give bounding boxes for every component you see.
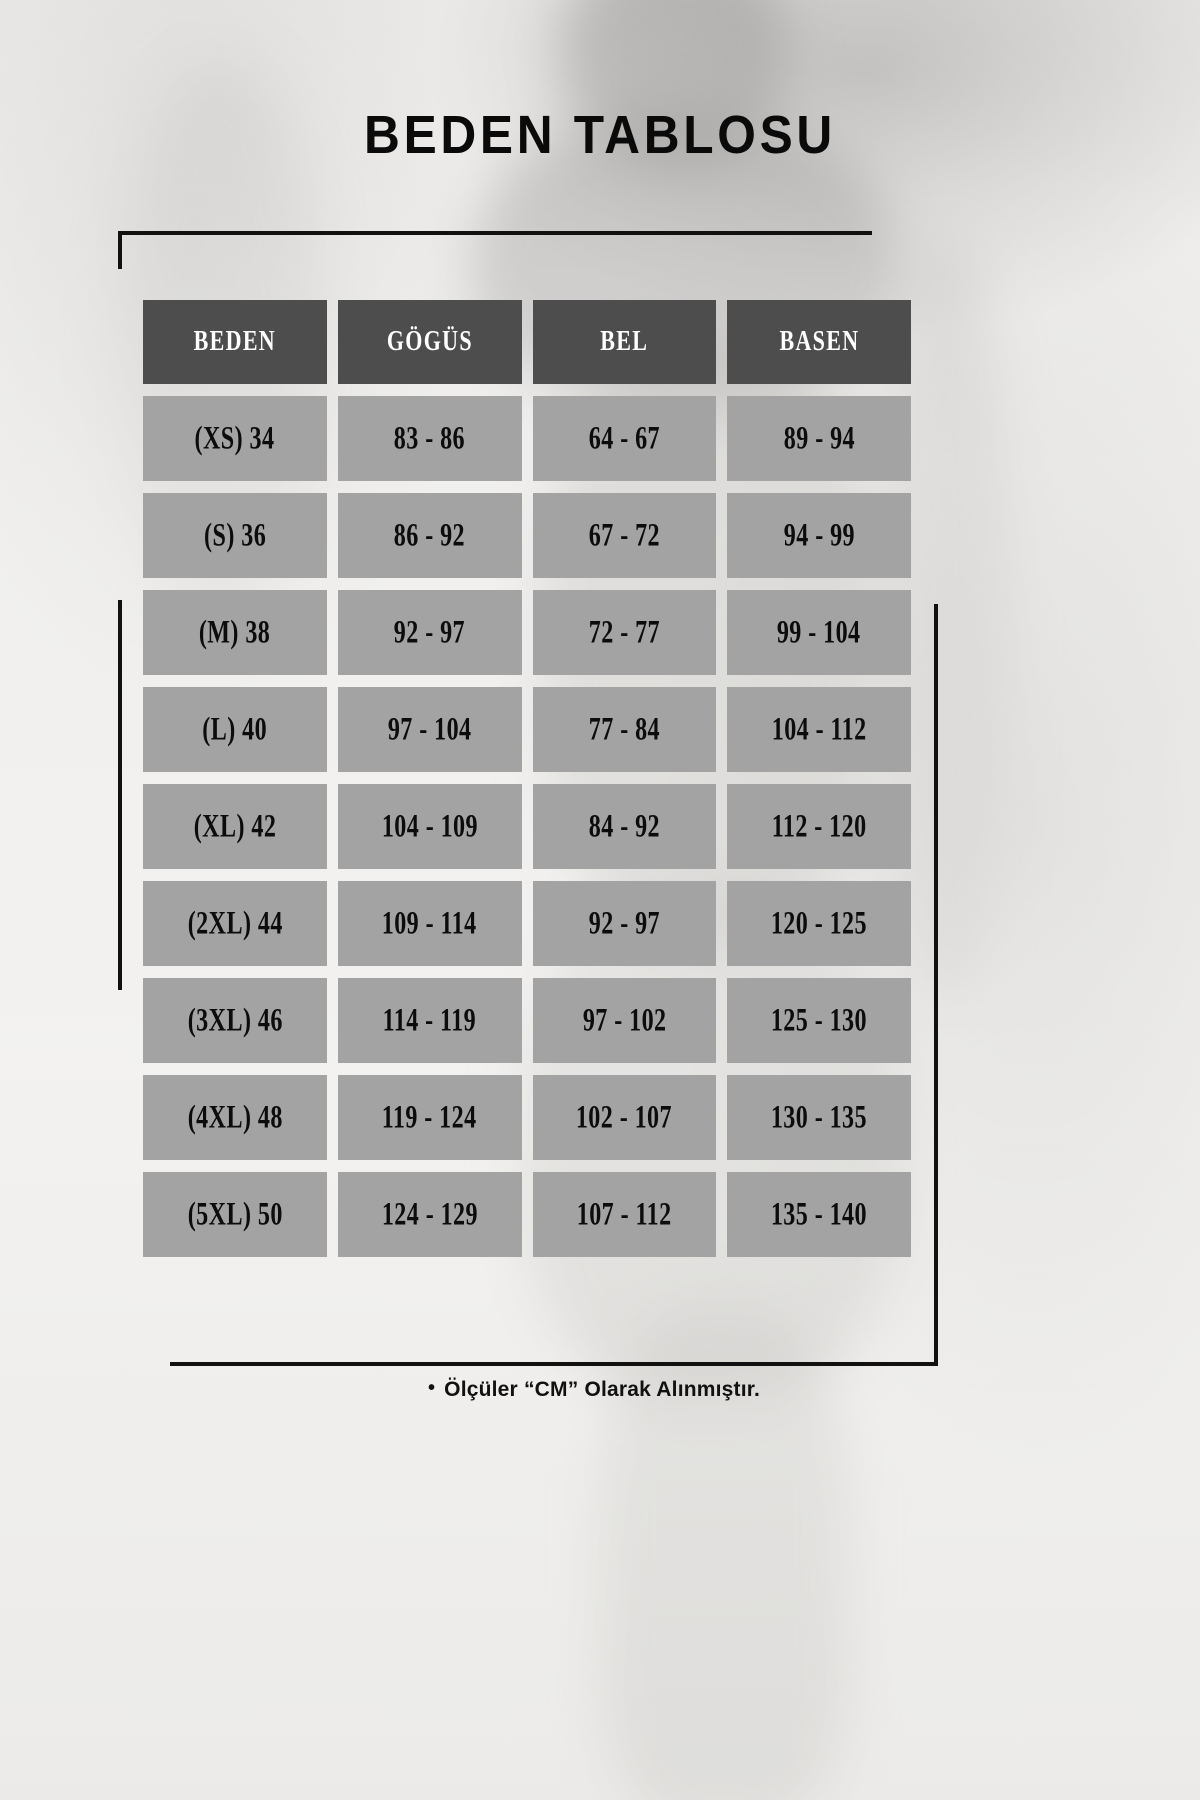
cell-value: 64 - 67 <box>588 419 660 457</box>
cell-value: 109 - 114 <box>382 904 478 942</box>
cell-value: (L) 40 <box>202 710 268 748</box>
cell-value: 77 - 84 <box>588 710 660 748</box>
cell-value: 84 - 92 <box>588 807 660 845</box>
table-row: 104 - 112 <box>727 687 911 772</box>
table-row: 109 - 114 <box>337 881 522 966</box>
table-row: 67 - 72 <box>532 493 717 578</box>
cell-value: 104 - 109 <box>381 807 478 845</box>
table-row: 84 - 92 <box>532 784 717 869</box>
cell-value: 83 - 86 <box>394 419 466 457</box>
cell-value: (5XL) 50 <box>187 1195 283 1233</box>
table-row: 99 - 104 <box>727 590 911 675</box>
cell-value: 97 - 102 <box>582 1001 667 1039</box>
table-row: 92 - 97 <box>337 590 522 675</box>
cell-value: 107 - 112 <box>576 1195 672 1233</box>
table-row: 97 - 104 <box>337 687 522 772</box>
table-row: 72 - 77 <box>532 590 717 675</box>
cell-value: (3XL) 46 <box>187 1001 283 1039</box>
table-row: 104 - 109 <box>337 784 522 869</box>
table-row: (4XL) 48 <box>143 1075 327 1160</box>
cell-value: (XL) 42 <box>193 807 277 845</box>
table-row: 77 - 84 <box>532 687 717 772</box>
bullet-icon: • <box>427 1377 436 1399</box>
cell-value: 99 - 104 <box>777 613 861 651</box>
cell-value: 67 - 72 <box>588 516 660 554</box>
table-row: 92 - 97 <box>532 881 717 966</box>
table-row: 112 - 120 <box>727 784 911 869</box>
table-row: 97 - 102 <box>532 978 717 1063</box>
footnote-text: Ölçüler “CM” Olarak Alınmıştır. <box>444 1378 761 1401</box>
table-row: 130 - 135 <box>727 1075 911 1160</box>
table-header-cell-gogus: GÖGÜS <box>337 300 522 384</box>
decorative-rule-left-vertical <box>118 600 122 990</box>
cell-value: (S) 36 <box>203 516 266 554</box>
table-row: (2XL) 44 <box>143 881 327 966</box>
cell-value: 102 - 107 <box>576 1098 673 1136</box>
cell-value: 114 - 119 <box>382 1001 477 1039</box>
cell-value: 86 - 92 <box>394 516 466 554</box>
cell-value: 112 - 120 <box>771 807 867 845</box>
cell-value: (2XL) 44 <box>187 904 283 942</box>
table-row: (S) 36 <box>143 493 327 578</box>
cell-value: 94 - 99 <box>783 516 855 554</box>
cell-value: 125 - 130 <box>771 1001 868 1039</box>
cell-value: (M) 38 <box>199 613 271 651</box>
table-row: 135 - 140 <box>727 1172 911 1257</box>
table-row: (XL) 42 <box>143 784 327 869</box>
table-row: 64 - 67 <box>532 396 717 481</box>
table-header-label: BASEN <box>779 326 860 357</box>
table-row: 124 - 129 <box>337 1172 522 1257</box>
decorative-rule-right-vertical <box>934 604 938 1364</box>
table-row: 102 - 107 <box>532 1075 717 1160</box>
cell-value: 97 - 104 <box>387 710 472 748</box>
table-row: 94 - 99 <box>727 493 911 578</box>
cell-value: (XS) 34 <box>194 419 275 457</box>
table-row: 125 - 130 <box>727 978 911 1063</box>
table-row: (XS) 34 <box>143 396 327 481</box>
table-header-label: GÖGÜS <box>386 326 473 357</box>
cell-value: 119 - 124 <box>382 1098 478 1136</box>
decorative-rule-top-left-vertical <box>118 231 122 269</box>
table-row: 114 - 119 <box>337 978 522 1063</box>
table-row: (M) 38 <box>143 590 327 675</box>
decorative-rule-bottom-horizontal <box>170 1362 938 1366</box>
size-table: BEDEN GÖGÜS BEL BASEN (XS) 34 83 - 86 64… <box>143 300 911 1257</box>
table-row: 86 - 92 <box>337 493 522 578</box>
cell-value: 104 - 112 <box>771 710 867 748</box>
table-header-cell-beden: BEDEN <box>143 300 327 384</box>
table-row: (3XL) 46 <box>143 978 327 1063</box>
cell-value: 135 - 140 <box>771 1195 868 1233</box>
table-row: (5XL) 50 <box>143 1172 327 1257</box>
cell-value: 124 - 129 <box>381 1195 478 1233</box>
table-row: 119 - 124 <box>337 1075 522 1160</box>
table-row: 89 - 94 <box>727 396 911 481</box>
table-row: 83 - 86 <box>337 396 522 481</box>
cell-value: 130 - 135 <box>771 1098 868 1136</box>
cell-value: 92 - 97 <box>394 613 466 651</box>
cell-value: 89 - 94 <box>783 419 855 457</box>
table-header-cell-basen: BASEN <box>727 300 911 384</box>
table-header-label: BEDEN <box>193 326 277 357</box>
table-header-cell-bel: BEL <box>532 300 717 384</box>
table-row: 120 - 125 <box>727 881 911 966</box>
table-row: (L) 40 <box>143 687 327 772</box>
cell-value: 120 - 125 <box>771 904 868 942</box>
cell-value: (4XL) 48 <box>187 1098 283 1136</box>
cell-value: 92 - 97 <box>588 904 660 942</box>
table-header-label: BEL <box>600 326 649 357</box>
table-row: 107 - 112 <box>532 1172 717 1257</box>
unit-footnote: • Ölçüler “CM” Olarak Alınmıştır. <box>0 1377 1200 1402</box>
page-title: BEDEN TABLOSU <box>364 105 836 165</box>
cell-value: 72 - 77 <box>588 613 660 651</box>
decorative-rule-top-horizontal <box>120 231 872 235</box>
